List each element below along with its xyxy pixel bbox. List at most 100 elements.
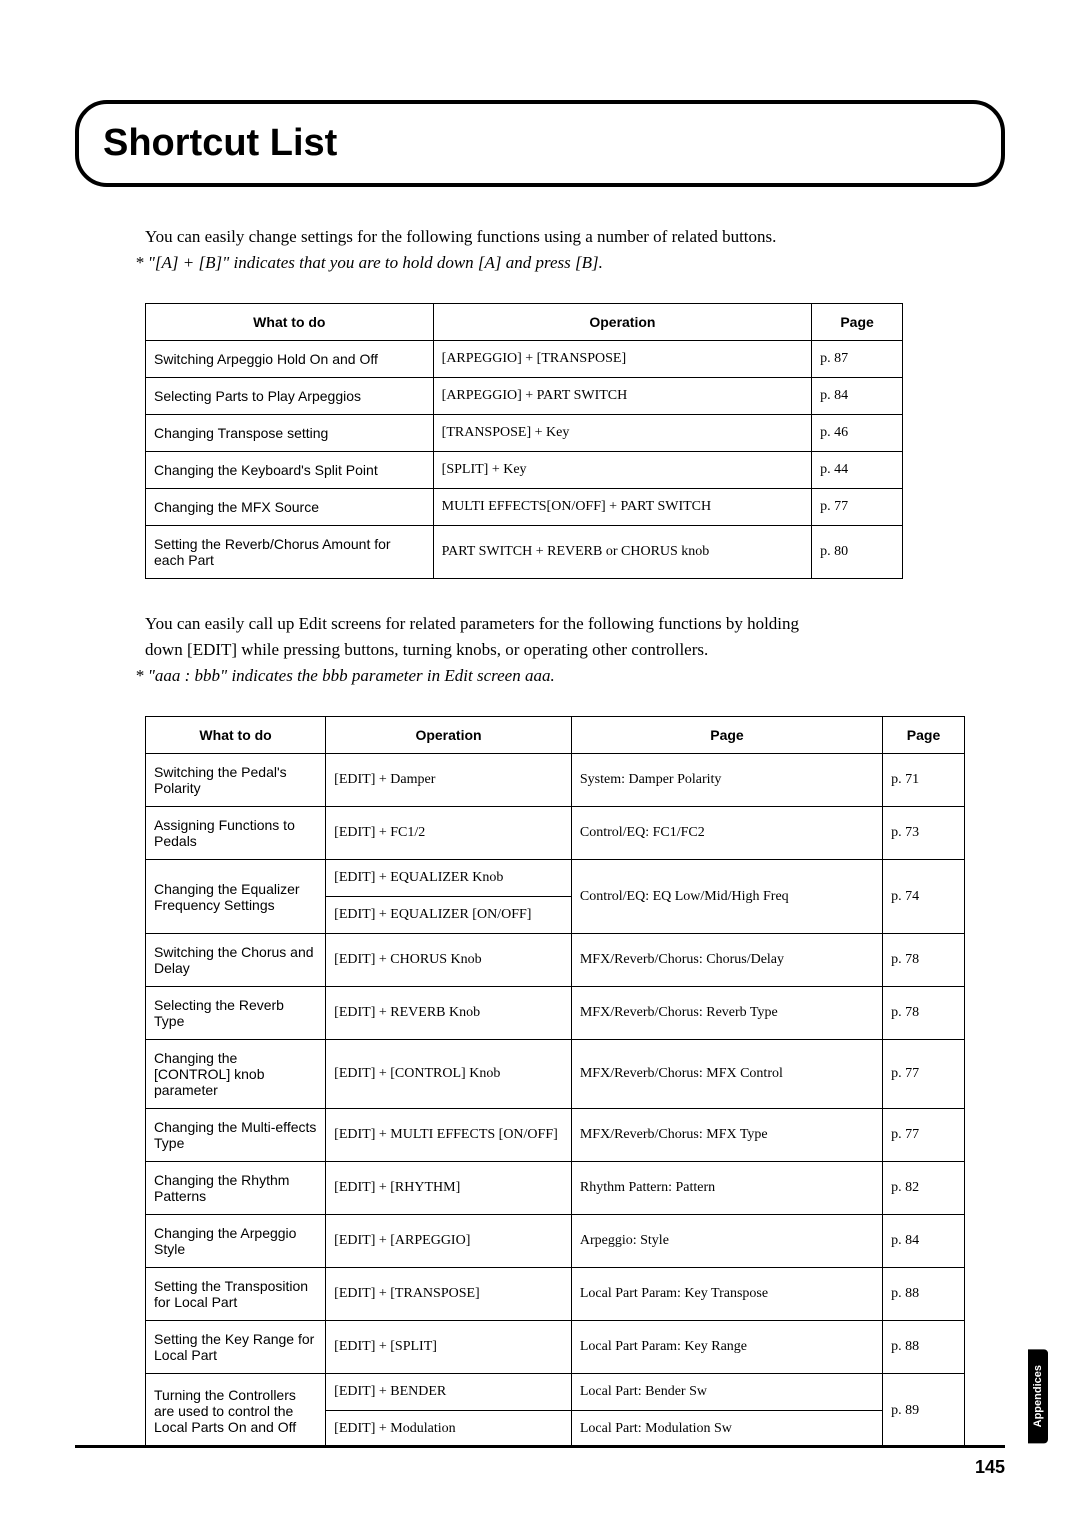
cell-what: Switching Arpeggio Hold On and Off <box>146 341 434 378</box>
col-header-what: What to do <box>146 717 326 754</box>
cell-what: Changing Transpose setting <box>146 415 434 452</box>
cell-what: Changing the Keyboard's Split Point <box>146 452 434 489</box>
cell-operation: [ARPEGGIO] + [TRANSPOSE] <box>433 341 812 378</box>
cell-operation: [EDIT] + FC1/2 <box>326 807 572 860</box>
shortcut-table-2: What to do Operation Page Page Switching… <box>145 716 965 1448</box>
cell-page: p. 77 <box>812 489 903 526</box>
cell-pagelabel: Local Part: Modulation Sw <box>571 1411 882 1448</box>
intro-text-1: You can easily change settings for the f… <box>145 227 1005 247</box>
table-row: Changing the Equalizer Frequency Setting… <box>146 860 965 897</box>
cell-page: p. 89 <box>883 1374 965 1448</box>
cell-what: Changing the Multi-effects Type <box>146 1109 326 1162</box>
table-row: Assigning Functions to Pedals[EDIT] + FC… <box>146 807 965 860</box>
table-row: Changing the Keyboard's Split Point[SPLI… <box>146 452 903 489</box>
note-text-1: * "[A] + [B]" indicates that you are to … <box>135 253 1005 273</box>
intro-text-2-line1: You can easily call up Edit screens for … <box>145 614 1005 634</box>
cell-what: Changing the [CONTROL] knob parameter <box>146 1040 326 1109</box>
cell-what: Switching the Pedal's Polarity <box>146 754 326 807</box>
cell-operation: [ARPEGGIO] + PART SWITCH <box>433 378 812 415</box>
cell-operation: [EDIT] + [ARPEGGIO] <box>326 1215 572 1268</box>
cell-page: p. 71 <box>883 754 965 807</box>
cell-pagelabel: MFX/Reverb/Chorus: MFX Control <box>571 1040 882 1109</box>
cell-page: p. 88 <box>883 1321 965 1374</box>
table-row: Changing the Multi-effects Type[EDIT] + … <box>146 1109 965 1162</box>
page-number: 145 <box>975 1457 1005 1478</box>
cell-operation: [TRANSPOSE] + Key <box>433 415 812 452</box>
cell-operation: [EDIT] + MULTI EFFECTS [ON/OFF] <box>326 1109 572 1162</box>
cell-operation: [EDIT] + [RHYTHM] <box>326 1162 572 1215</box>
cell-page: p. 88 <box>883 1268 965 1321</box>
cell-operation: [EDIT] + Damper <box>326 754 572 807</box>
cell-operation: [SPLIT] + Key <box>433 452 812 489</box>
shortcut-table-1: What to do Operation Page Switching Arpe… <box>145 303 903 579</box>
cell-what: Changing the Equalizer Frequency Setting… <box>146 860 326 934</box>
cell-pagelabel: System: Damper Polarity <box>571 754 882 807</box>
col-header-operation: Operation <box>326 717 572 754</box>
cell-page: p. 73 <box>883 807 965 860</box>
cell-page: p. 78 <box>883 934 965 987</box>
cell-pagelabel: MFX/Reverb/Chorus: Chorus/Delay <box>571 934 882 987</box>
cell-page: p. 84 <box>812 378 903 415</box>
table-row: Changing the Arpeggio Style[EDIT] + [ARP… <box>146 1215 965 1268</box>
table-row: Setting the Key Range for Local Part[EDI… <box>146 1321 965 1374</box>
cell-operation: [EDIT] + [SPLIT] <box>326 1321 572 1374</box>
cell-what: Switching the Chorus and Delay <box>146 934 326 987</box>
cell-what: Assigning Functions to Pedals <box>146 807 326 860</box>
col-header-operation: Operation <box>433 304 812 341</box>
intro-text-2-line2: down [EDIT] while pressing buttons, turn… <box>145 640 1005 660</box>
cell-what: Changing the Rhythm Patterns <box>146 1162 326 1215</box>
cell-pagelabel: Control/EQ: EQ Low/Mid/High Freq <box>571 860 882 934</box>
table-row: Changing the MFX SourceMULTI EFFECTS[ON/… <box>146 489 903 526</box>
table-row: Changing the Rhythm Patterns[EDIT] + [RH… <box>146 1162 965 1215</box>
cell-what: Selecting the Reverb Type <box>146 987 326 1040</box>
cell-what: Setting the Reverb/Chorus Amount for eac… <box>146 526 434 579</box>
table-row: Changing Transpose setting[TRANSPOSE] + … <box>146 415 903 452</box>
cell-page: p. 77 <box>883 1040 965 1109</box>
cell-what: Setting the Transposition for Local Part <box>146 1268 326 1321</box>
cell-operation: [EDIT] + [CONTROL] Knob <box>326 1040 572 1109</box>
cell-operation: [EDIT] + EQUALIZER [ON/OFF] <box>326 897 572 934</box>
cell-page: p. 84 <box>883 1215 965 1268</box>
table-row: Setting the Transposition for Local Part… <box>146 1268 965 1321</box>
cell-operation: PART SWITCH + REVERB or CHORUS knob <box>433 526 812 579</box>
table-row: Switching Arpeggio Hold On and Off[ARPEG… <box>146 341 903 378</box>
cell-page: p. 87 <box>812 341 903 378</box>
note-text-2: * "aaa : bbb" indicates the bbb paramete… <box>135 666 1005 686</box>
table-row: Selecting Parts to Play Arpeggios[ARPEGG… <box>146 378 903 415</box>
cell-page: p. 78 <box>883 987 965 1040</box>
cell-page: p. 44 <box>812 452 903 489</box>
table-row: Switching the Chorus and Delay[EDIT] + C… <box>146 934 965 987</box>
table-row: Switching the Pedal's Polarity[EDIT] + D… <box>146 754 965 807</box>
cell-page: p. 74 <box>883 860 965 934</box>
cell-what: Turning the Controllers are used to cont… <box>146 1374 326 1448</box>
cell-page: p. 46 <box>812 415 903 452</box>
cell-operation: [EDIT] + EQUALIZER Knob <box>326 860 572 897</box>
cell-operation: [EDIT] + CHORUS Knob <box>326 934 572 987</box>
cell-what: Changing the MFX Source <box>146 489 434 526</box>
cell-pagelabel: Local Part Param: Key Transpose <box>571 1268 882 1321</box>
table-row: Changing the [CONTROL] knob parameter[ED… <box>146 1040 965 1109</box>
cell-operation: [EDIT] + BENDER <box>326 1374 572 1411</box>
cell-pagelabel: Rhythm Pattern: Pattern <box>571 1162 882 1215</box>
cell-pagelabel: Control/EQ: FC1/FC2 <box>571 807 882 860</box>
cell-page: p. 80 <box>812 526 903 579</box>
cell-operation: [EDIT] + Modulation <box>326 1411 572 1448</box>
title-container: Shortcut List <box>75 100 1005 187</box>
cell-page: p. 82 <box>883 1162 965 1215</box>
cell-pagelabel: MFX/Reverb/Chorus: MFX Type <box>571 1109 882 1162</box>
side-tab-appendices: Appendices <box>1028 1349 1048 1443</box>
cell-pagelabel: Local Part Param: Key Range <box>571 1321 882 1374</box>
cell-operation: [EDIT] + [TRANSPOSE] <box>326 1268 572 1321</box>
cell-operation: MULTI EFFECTS[ON/OFF] + PART SWITCH <box>433 489 812 526</box>
footer-rule <box>75 1445 1005 1448</box>
table-row: Selecting the Reverb Type[EDIT] + REVERB… <box>146 987 965 1040</box>
page-title: Shortcut List <box>103 122 977 165</box>
cell-what: Setting the Key Range for Local Part <box>146 1321 326 1374</box>
cell-pagelabel: Local Part: Bender Sw <box>571 1374 882 1411</box>
col-header-what: What to do <box>146 304 434 341</box>
table-row: Setting the Reverb/Chorus Amount for eac… <box>146 526 903 579</box>
cell-operation: [EDIT] + REVERB Knob <box>326 987 572 1040</box>
col-header-pagelabel: Page <box>571 717 882 754</box>
table-header-row: What to do Operation Page <box>146 304 903 341</box>
cell-pagelabel: MFX/Reverb/Chorus: Reverb Type <box>571 987 882 1040</box>
